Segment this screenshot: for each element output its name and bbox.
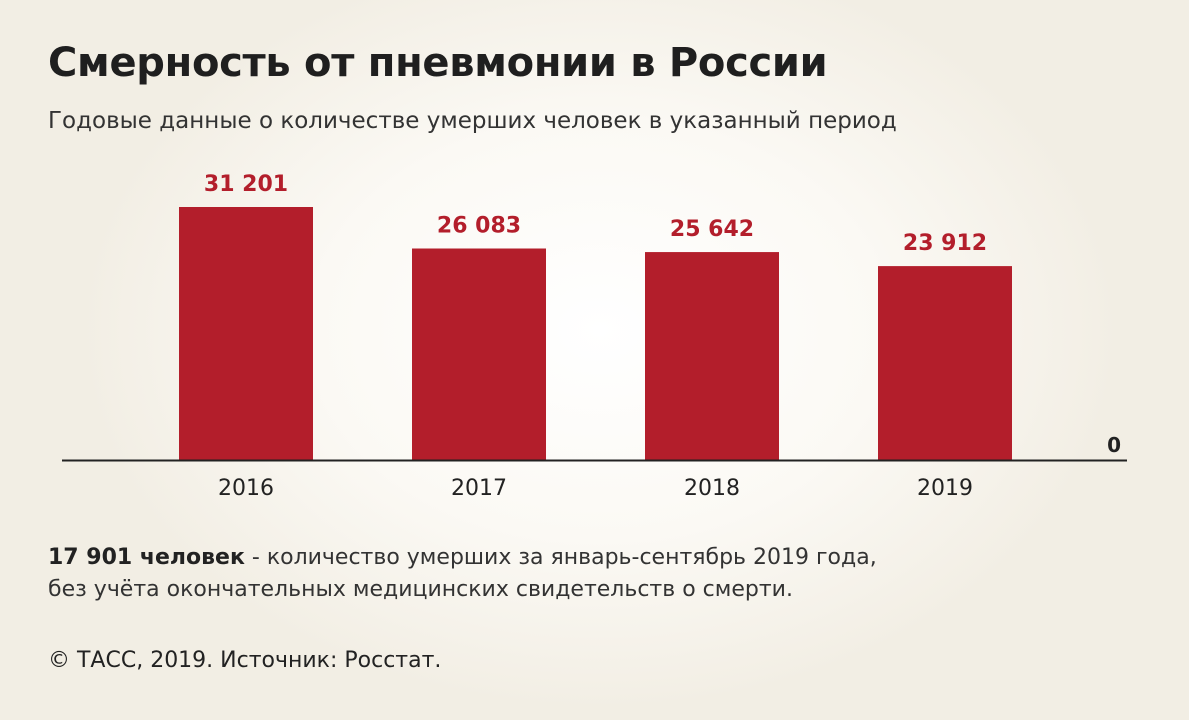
footnote-line-1: 17 901 человек - количество умерших за я…	[48, 542, 877, 574]
bar-2018	[645, 252, 779, 460]
value-label-2016: 31 201	[204, 172, 288, 197]
source-credit: © ТАСС, 2019. Источник: Росстат.	[48, 648, 442, 673]
footnote-line-2: без учёта окончательных медицинских свид…	[48, 577, 793, 602]
tick-label-2019: 2019	[917, 476, 973, 501]
bar-2016	[179, 207, 313, 460]
tick-label-2017: 2017	[451, 476, 507, 501]
bar-2017	[412, 248, 546, 460]
tick-label-2016: 2016	[218, 476, 274, 501]
value-label-2017: 26 083	[437, 214, 521, 239]
footnote: 17 901 человек - количество умерших за я…	[48, 542, 877, 606]
chart-title: Смерность от пневмонии в России	[48, 40, 828, 86]
value-label-2018: 25 642	[670, 217, 754, 242]
footnote-line-1-text: - количество умерших за январь-сентябрь …	[244, 545, 877, 570]
bar-2019	[878, 266, 1012, 460]
tick-label-2018: 2018	[684, 476, 740, 501]
zero-label: 0	[1107, 433, 1121, 457]
chart-subtitle: Годовые данные о количестве умерших чело…	[48, 108, 897, 134]
footnote-highlight: 17 901 человек	[48, 545, 245, 570]
value-label-2019: 23 912	[903, 231, 987, 256]
